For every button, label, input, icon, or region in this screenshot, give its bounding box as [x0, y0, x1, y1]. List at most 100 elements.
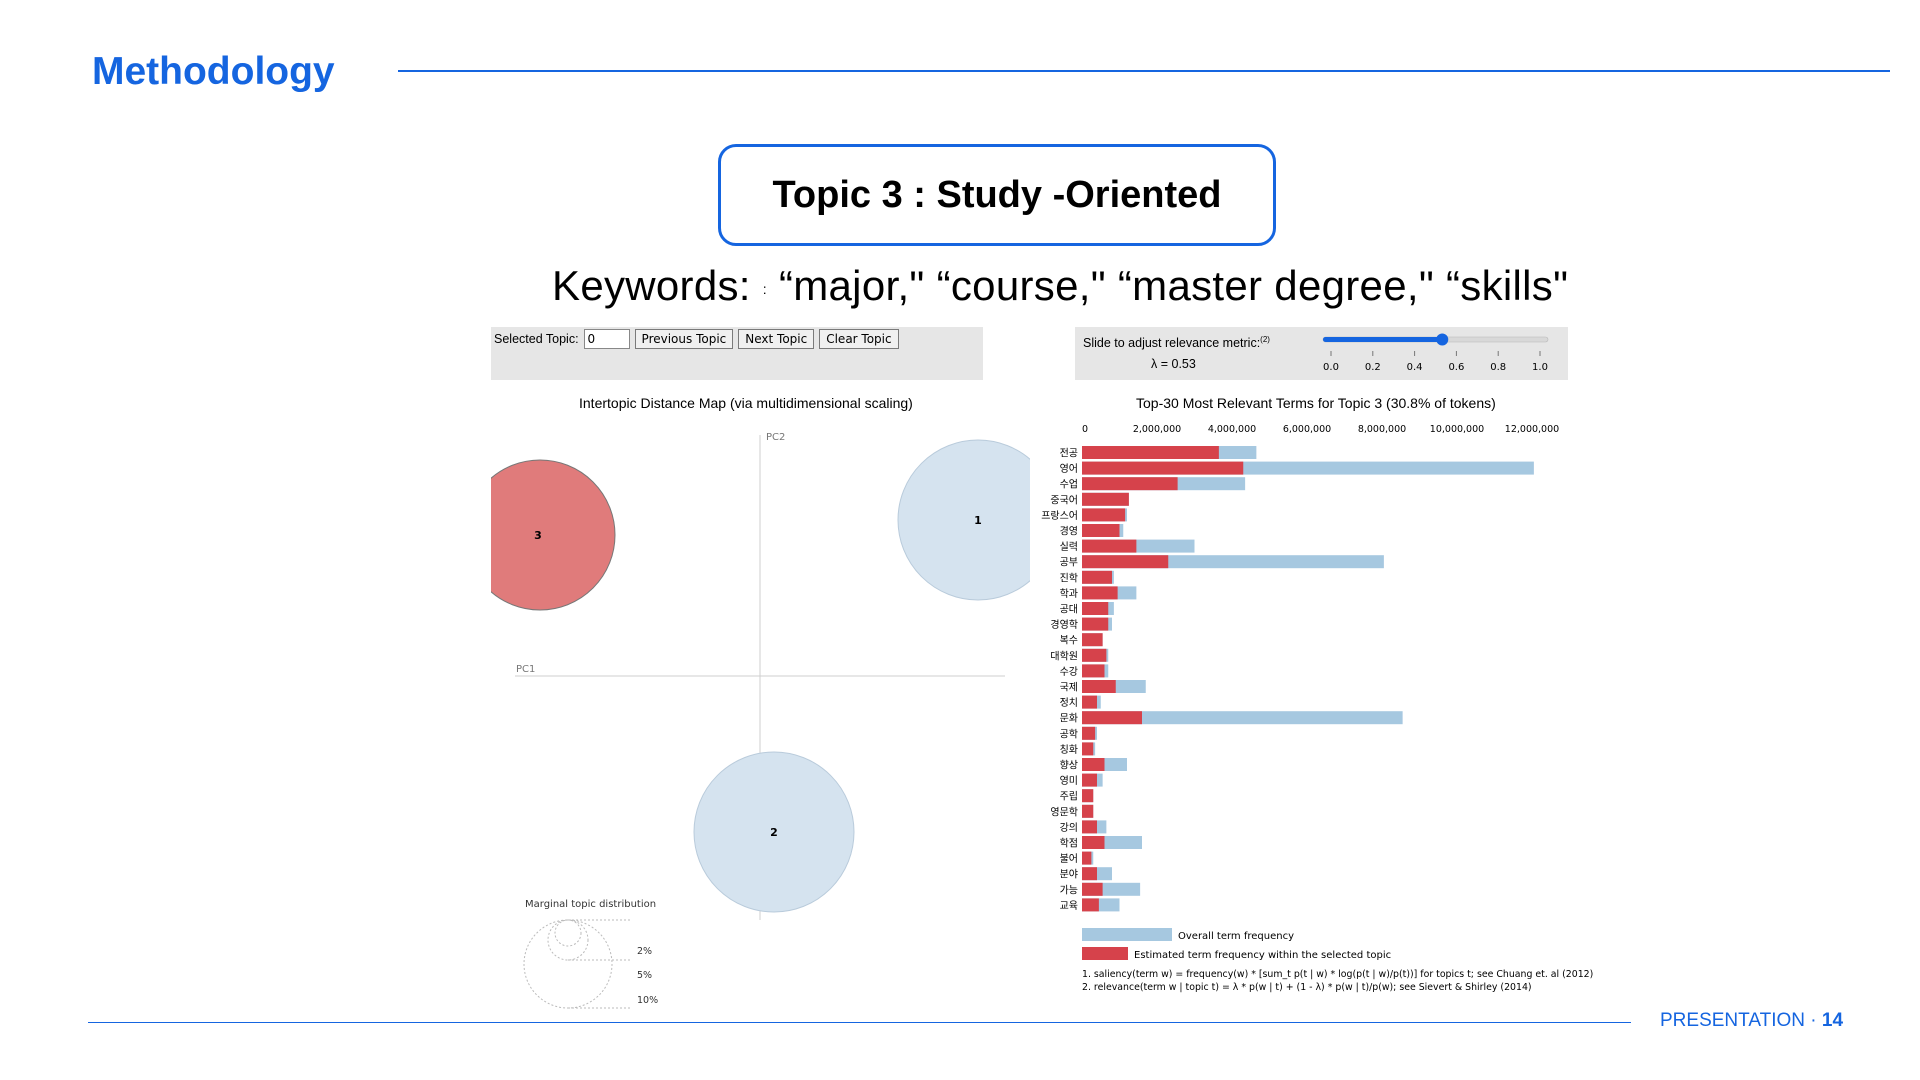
footer-divider [88, 1022, 1631, 1023]
bar-x-axis: 0 2,000,000 4,000,000 6,000,000 8,000,000 10,… [1082, 424, 1559, 435]
term-label: 영문학 [1050, 806, 1078, 818]
clear-topic-button[interactable]: Clear Topic [819, 329, 899, 349]
topic-frequency-bar [1082, 742, 1094, 756]
term-row[interactable]: 영어 [1060, 461, 1534, 476]
term-label: 대학원 [1050, 650, 1078, 662]
term-row[interactable]: 문화 [1060, 711, 1403, 725]
term-label: 가능 [1060, 884, 1078, 896]
term-row[interactable]: 진학 [1060, 570, 1114, 585]
term-row[interactable]: 학점 [1060, 836, 1142, 850]
slider-tick-label: 0.8 [1490, 362, 1506, 373]
term-row[interactable]: 정치 [1060, 695, 1101, 710]
keywords-label: Keywords: [552, 262, 751, 309]
term-row[interactable]: 국제 [1060, 680, 1146, 694]
relevance-slider[interactable]: 0.0 0.2 0.4 0.6 0.8 1.0 [1075, 327, 1568, 380]
bar-chart-title: Top-30 Most Relevant Terms for Topic 3 (… [1136, 395, 1496, 411]
term-row[interactable]: 수업 [1060, 477, 1246, 491]
term-label: 영어 [1060, 463, 1078, 475]
term-row[interactable]: 교육 [1060, 898, 1120, 912]
topic-heading-box: Topic 3 : Study -Oriented [718, 144, 1276, 246]
term-row[interactable]: 칭화 [1060, 742, 1096, 756]
term-row[interactable]: 분야 [1060, 867, 1112, 881]
footnote-relevance: 2. relevance(term w | topic t) = λ * p(w… [1082, 982, 1532, 993]
topic-1-bubble[interactable] [897, 439, 1030, 601]
term-row[interactable]: 전공 [1060, 446, 1257, 460]
marginal-label-5: 5% [637, 970, 652, 981]
term-label: 문화 [1060, 713, 1078, 725]
term-row[interactable]: 공부 [1060, 555, 1384, 569]
previous-topic-button[interactable]: Previous Topic [634, 329, 734, 349]
pc1-label: PC1 [516, 664, 535, 675]
term-row[interactable]: 강의 [1060, 820, 1107, 834]
term-row[interactable]: 복수 [1060, 633, 1103, 647]
next-topic-button[interactable]: Next Topic [738, 329, 815, 349]
term-row[interactable]: 영미 [1060, 773, 1103, 788]
pc2-label: PC2 [766, 432, 785, 443]
term-label: 경영학 [1050, 618, 1078, 631]
term-row[interactable]: 공대 [1060, 602, 1114, 616]
term-row[interactable]: 불어 [1060, 851, 1094, 866]
term-label: 분야 [1060, 869, 1078, 881]
topic-3-bubble[interactable] [470, 459, 616, 611]
term-label: 향상 [1060, 760, 1078, 772]
keywords-text: “major," “course," “master degree," “ski… [778, 262, 1569, 309]
slider-footnote-mark: (2) [1260, 335, 1270, 344]
topic-frequency-bar [1082, 836, 1105, 849]
term-row[interactable]: 영문학 [1050, 804, 1094, 819]
page-number: 14 [1821, 1010, 1844, 1031]
topic-2-bubble[interactable] [693, 751, 855, 913]
relevance-slider-panel: Slide to adjust relevance metric:(2) λ =… [1075, 327, 1568, 380]
topic-frequency-bar [1082, 773, 1097, 787]
slide-title: Methodology [92, 50, 335, 93]
keywords-colon: : [762, 280, 767, 297]
legend-topic-swatch [1082, 947, 1128, 960]
x-tick-label: 10,000,000 [1430, 424, 1484, 435]
topic-frequency-bar [1082, 492, 1129, 506]
term-label: 정치 [1060, 697, 1078, 709]
term-label: 학점 [1060, 838, 1078, 850]
term-row[interactable]: 프랑스어 [1041, 508, 1127, 522]
slider-thumb[interactable] [1436, 333, 1449, 346]
marginal-circle-10 [523, 919, 613, 1009]
term-bar-chart: 0 2,000,000 4,000,000 6,000,000 8,000,000 10,… [1041, 424, 1593, 993]
term-row[interactable]: 학과 [1060, 586, 1137, 600]
slider-tick-label: 0.2 [1365, 362, 1381, 373]
term-label: 진학 [1060, 572, 1078, 584]
term-label: 공부 [1060, 557, 1078, 569]
term-row[interactable]: 중국어 [1050, 492, 1129, 507]
topic-frequency-bar [1082, 555, 1169, 569]
term-row[interactable]: 대학원 [1050, 648, 1109, 663]
term-label: 중국어 [1050, 494, 1078, 506]
term-row[interactable]: 가능 [1060, 882, 1141, 897]
title-divider [398, 70, 1890, 72]
term-row[interactable]: 경영 [1060, 524, 1124, 538]
topic-selector-panel: Selected Topic: Previous Topic Next Topi… [491, 327, 983, 380]
intertopic-distance-map: PC2 PC1 3 1 2 Marginal topic distributio… [470, 432, 1030, 1009]
topic-frequency-bar [1082, 633, 1103, 647]
term-label: 복수 [1060, 635, 1078, 647]
term-row[interactable]: 실력 [1060, 539, 1195, 554]
slider-label-group: Slide to adjust relevance metric:(2) [1083, 335, 1270, 350]
topic-frequency-bar [1082, 539, 1137, 553]
term-label: 국제 [1060, 682, 1078, 694]
topic-frequency-bar [1082, 648, 1107, 662]
slider-tick-label: 0.0 [1323, 362, 1339, 373]
topic-frequency-bar [1082, 602, 1109, 615]
marginal-legend [523, 919, 632, 1009]
topic-frequency-bar [1082, 726, 1096, 740]
slider-tick-label: 0.6 [1448, 362, 1464, 373]
marginal-label-10: 10% [637, 995, 658, 1006]
selected-topic-input[interactable] [583, 329, 630, 349]
topic-frequency-bar [1082, 508, 1126, 522]
legend-overall-label: Overall term frequency [1178, 931, 1294, 942]
term-label: 강의 [1060, 822, 1078, 834]
term-row[interactable]: 공학 [1060, 726, 1097, 741]
footer: PRESENTATION · 14 [1660, 1010, 1843, 1032]
term-row[interactable]: 주립 [1060, 789, 1094, 803]
term-row[interactable]: 경영학 [1050, 617, 1112, 632]
term-label: 주립 [1060, 790, 1078, 803]
term-row[interactable]: 향상 [1060, 758, 1127, 772]
x-tick-label: 2,000,000 [1133, 424, 1181, 435]
term-row[interactable]: 수강 [1060, 664, 1109, 678]
topic-frequency-bar [1082, 524, 1120, 537]
